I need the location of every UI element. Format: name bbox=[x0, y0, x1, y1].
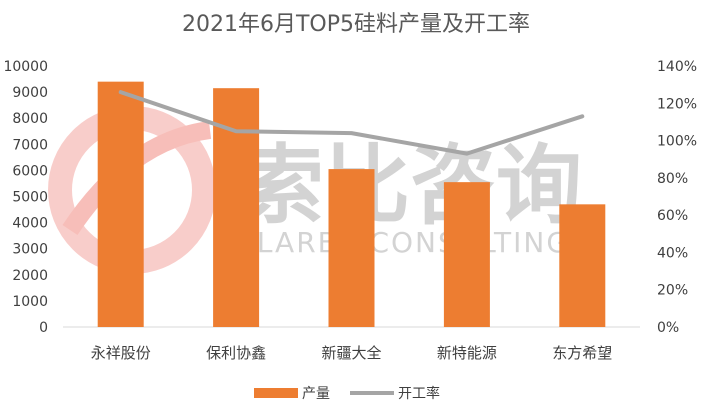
y-right-tick-label: 60% bbox=[657, 208, 688, 224]
x-tick-label: 东方希望 bbox=[552, 344, 612, 362]
legend-label: 产量 bbox=[302, 386, 330, 402]
y-right-tick-label: 20% bbox=[657, 283, 688, 299]
y-left-tick-label: 0 bbox=[39, 320, 48, 336]
y-right-tick-label: 80% bbox=[657, 171, 688, 187]
y-left-tick-label: 4000 bbox=[12, 216, 48, 232]
y-axis-left: 0 1000 2000 3000 4000 5000 6000 7000 8000 9000 100… bbox=[3, 59, 48, 336]
y-right-tick-label: 120% bbox=[657, 96, 697, 112]
bar bbox=[559, 204, 606, 327]
y-left-tick-label: 7000 bbox=[12, 137, 48, 153]
y-right-tick-label: 140% bbox=[657, 59, 697, 75]
legend: 产量 开工率 bbox=[254, 385, 440, 402]
legend-swatch-bar bbox=[254, 388, 298, 398]
x-tick-label: 新疆大全 bbox=[321, 344, 381, 362]
y-left-tick-label: 9000 bbox=[12, 85, 48, 101]
y-left-tick-label: 5000 bbox=[12, 190, 48, 206]
x-tick-label: 永祥股份 bbox=[91, 344, 151, 362]
watermark-logo-text: 索比咨询 bbox=[238, 136, 582, 236]
y-left-tick-label: 8000 bbox=[12, 111, 48, 127]
chart-title: 2021年6月TOP5硅料产量及开工率 bbox=[181, 12, 530, 37]
bar bbox=[97, 81, 144, 327]
bar-series bbox=[97, 81, 606, 327]
x-tick-label: 新特能源 bbox=[437, 344, 497, 362]
y-left-tick-label: 2000 bbox=[12, 268, 48, 284]
watermark-logo: 索比咨询 SOLARBE CONSULTING bbox=[48, 106, 582, 274]
y-right-tick-label: 100% bbox=[657, 134, 697, 150]
y-left-tick-label: 1000 bbox=[12, 294, 48, 310]
x-tick-label: 保利协鑫 bbox=[206, 344, 266, 362]
y-right-tick-label: 0% bbox=[657, 320, 679, 336]
bar bbox=[443, 182, 490, 327]
legend-label: 开工率 bbox=[398, 385, 440, 402]
y-left-tick-label: 10000 bbox=[3, 59, 48, 75]
line-series bbox=[118, 90, 585, 156]
y-left-tick-label: 6000 bbox=[12, 163, 48, 179]
x-axis: 永祥股份 保利协鑫 新疆大全 新特能源 东方希望 bbox=[91, 344, 613, 362]
y-axis-right: 0% 20% 40% 60% 80% 100% 120% 140% bbox=[657, 59, 697, 336]
y-left-tick-label: 3000 bbox=[12, 242, 48, 258]
watermark-text: SOLARBE CONSULTING bbox=[213, 226, 570, 259]
y-right-tick-label: 40% bbox=[657, 245, 688, 261]
bar bbox=[328, 169, 375, 327]
